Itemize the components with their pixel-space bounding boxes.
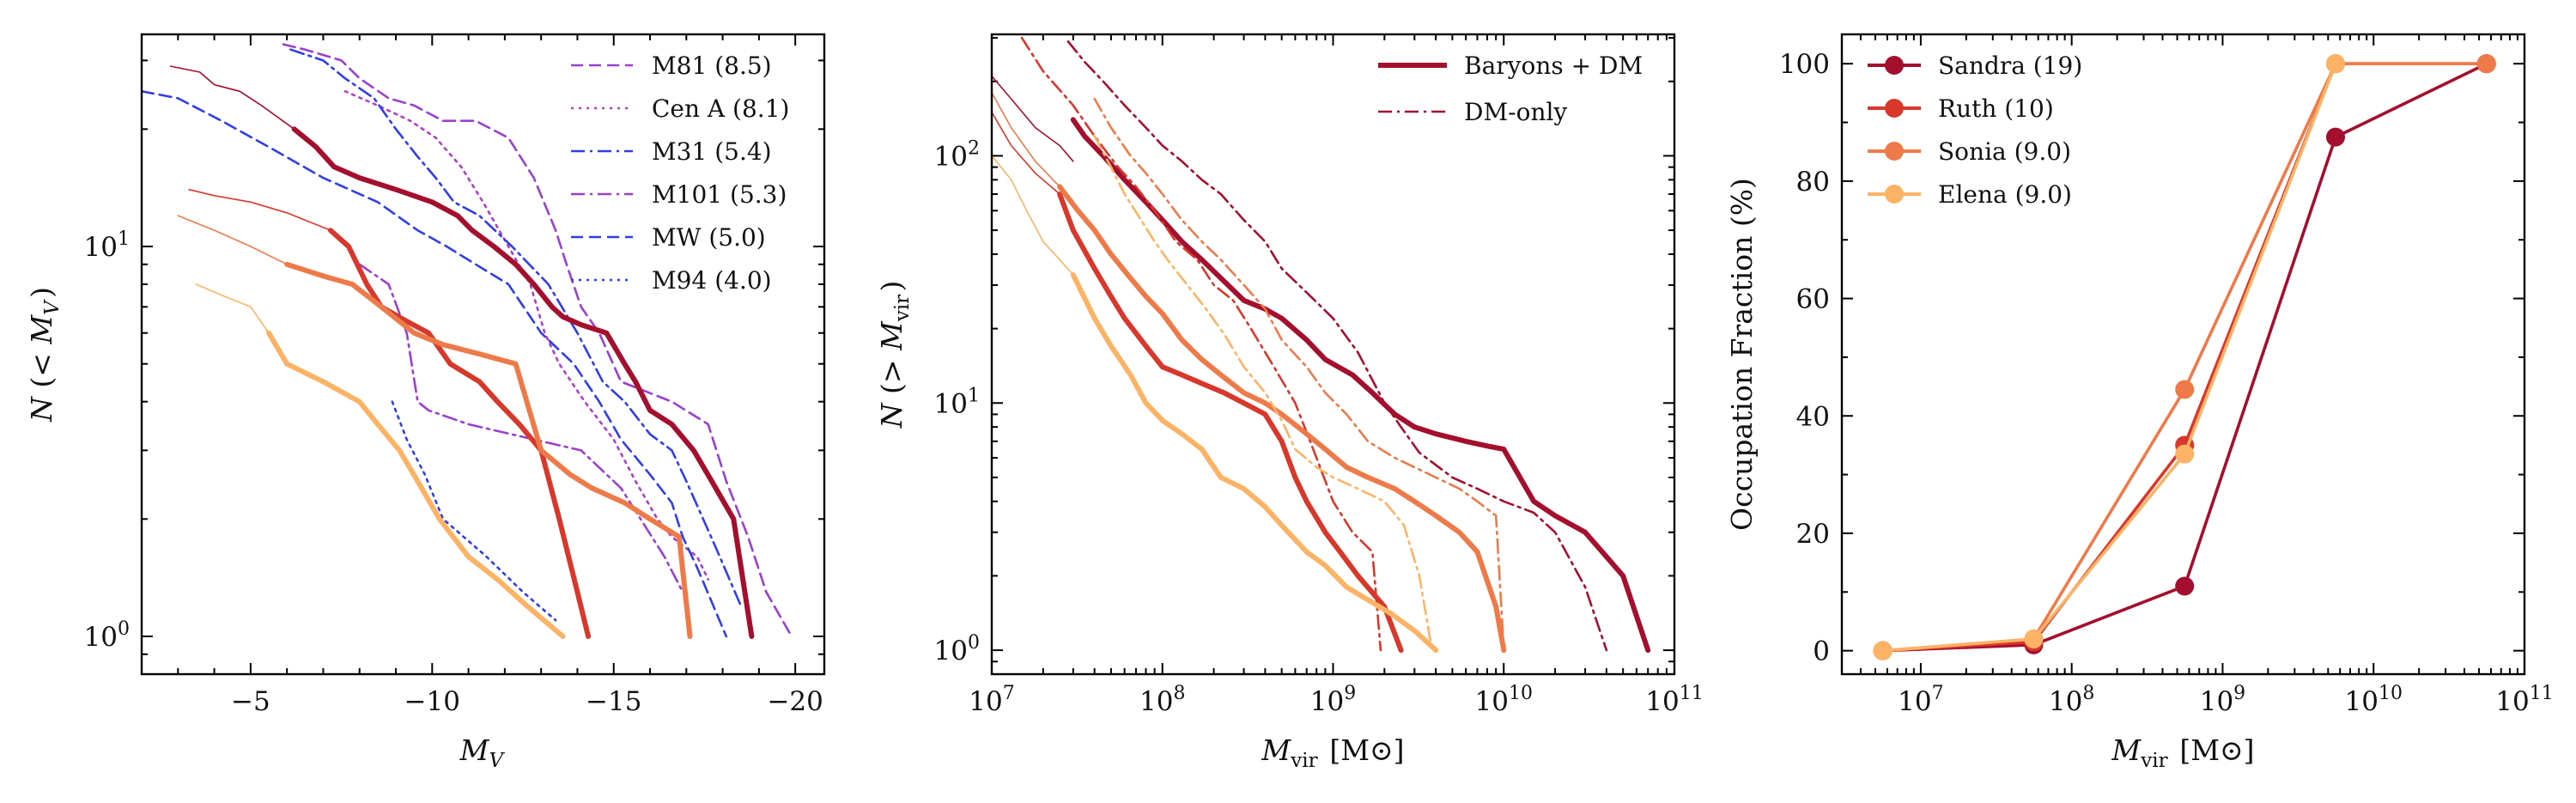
legend-label: Sandra (19) bbox=[1938, 52, 2082, 80]
y-tick-label: 101 bbox=[934, 385, 980, 419]
panel-middle: 107 108 109 1010 1011 100 101 102 Mvir [M⊙] N (> … bbox=[875, 33, 1704, 772]
x-tick-label: 107 bbox=[1898, 683, 1943, 717]
y-axis-label: N (< MV ) bbox=[25, 287, 64, 423]
x-tick-label: −5 bbox=[231, 686, 270, 717]
legend-marker bbox=[1885, 56, 1904, 75]
plot-frame bbox=[140, 33, 826, 676]
y-tick-label: 100 bbox=[934, 632, 980, 666]
series-line-9 bbox=[327, 228, 592, 639]
y-tick-label: 102 bbox=[934, 137, 980, 172]
legend-label: Baryons + DM bbox=[1464, 52, 1643, 80]
legend-label: M101 (5.3) bbox=[652, 180, 787, 209]
series-line-3 bbox=[1880, 62, 2337, 653]
series-line-1 bbox=[1070, 117, 1651, 654]
data-point bbox=[2175, 380, 2195, 399]
plot-frame bbox=[990, 33, 1676, 676]
x-tick-label: 1011 bbox=[2495, 683, 2553, 717]
x-tick-label: 1010 bbox=[1475, 683, 1533, 717]
y-tick-label: 0 bbox=[1813, 636, 1830, 667]
legend-marker bbox=[1885, 185, 1904, 204]
series-line-0 bbox=[992, 75, 1074, 162]
y-tick-label: 100 bbox=[84, 618, 130, 653]
series-line-9 bbox=[992, 155, 1074, 276]
series-line-8 bbox=[188, 188, 331, 232]
x-tick-label: 109 bbox=[2200, 683, 2245, 717]
x-axis-label: MV bbox=[459, 733, 507, 772]
y-tick-label: 100 bbox=[1779, 49, 1830, 80]
plot-frame bbox=[1840, 33, 2526, 676]
data-point bbox=[2325, 127, 2345, 147]
series-group bbox=[142, 43, 793, 639]
x-tick-label: −20 bbox=[767, 686, 823, 717]
series-line-2 bbox=[1066, 40, 1608, 652]
series-line-11 bbox=[1093, 135, 1433, 652]
series-line-8 bbox=[1093, 97, 1505, 652]
y-tick-label: 101 bbox=[84, 228, 130, 263]
legend: Sandra (19) Ruth (10) Sonia (9.0) Elena (9.… bbox=[1868, 52, 2082, 209]
y-tick-label: 80 bbox=[1796, 167, 1830, 198]
x-axis-label: Mvir [M⊙] bbox=[1261, 733, 1404, 772]
y-axis-label: N (> Mvir ) bbox=[875, 281, 914, 429]
legend-marker bbox=[1885, 99, 1904, 118]
x-tick-label: 1010 bbox=[2345, 683, 2403, 717]
data-point bbox=[2175, 444, 2195, 464]
y-tick-label: 20 bbox=[1796, 519, 1830, 550]
x-tick-label: 1011 bbox=[1645, 683, 1703, 717]
x-tick-label: −10 bbox=[404, 686, 460, 717]
y-axis-label: Occupation Fraction (%) bbox=[1725, 178, 1759, 531]
data-point bbox=[1873, 641, 1893, 660]
data-point bbox=[2024, 629, 2044, 648]
series-line-4 bbox=[1057, 192, 1404, 654]
legend-label: M81 (8.5) bbox=[652, 52, 772, 80]
series-line-2 bbox=[289, 48, 743, 607]
legend-label: M31 (5.4) bbox=[652, 137, 772, 166]
series-line-12 bbox=[195, 283, 270, 334]
series-group bbox=[1873, 54, 2496, 660]
data-point bbox=[2175, 576, 2195, 596]
series-line-0 bbox=[282, 43, 793, 638]
panel-left: −5 −10 −15 −20 100 101 MV N (< MV ) M81 (8.5) Ce… bbox=[25, 33, 826, 772]
series-line-6 bbox=[170, 65, 295, 131]
series-line-11 bbox=[284, 261, 693, 639]
series-line-3 bbox=[992, 111, 1060, 195]
legend: Baryons + DM DM-only bbox=[1378, 52, 1643, 126]
x-tick-label: 107 bbox=[969, 683, 1014, 717]
legend-marker bbox=[1885, 142, 1904, 161]
series-line-10 bbox=[177, 215, 288, 265]
series-group bbox=[992, 36, 1651, 654]
panel-right: 107 108 109 1010 1011 0 20 40 60 80 100 Mvir [M⊙] Oc… bbox=[1725, 33, 2554, 772]
x-tick-label: −15 bbox=[586, 686, 641, 717]
x-axis-label: Mvir [M⊙] bbox=[2111, 733, 2254, 772]
data-point bbox=[2476, 54, 2496, 74]
legend-label: M94 (4.0) bbox=[652, 266, 772, 295]
x-tick-label: 109 bbox=[1310, 683, 1356, 717]
series-line-1 bbox=[343, 90, 710, 581]
legend: M81 (8.5) Cen A (8.1) M31 (5.4) M101 (5.3) M… bbox=[571, 52, 789, 295]
legend-label: Sonia (9.0) bbox=[1938, 137, 2071, 166]
series-line-5 bbox=[1020, 36, 1382, 652]
legend-label: MW (5.0) bbox=[652, 223, 766, 252]
data-point bbox=[2325, 54, 2345, 74]
legend-label: Cen A (8.1) bbox=[652, 94, 789, 123]
series-line-5 bbox=[391, 400, 557, 622]
legend-label: DM-only bbox=[1464, 98, 1567, 126]
series-line-4 bbox=[142, 90, 728, 638]
legend-label: Ruth (10) bbox=[1938, 94, 2054, 123]
series-line-10 bbox=[1070, 272, 1439, 654]
series-line-6 bbox=[992, 92, 1060, 188]
x-tick-label: 108 bbox=[1139, 683, 1185, 717]
x-tick-label: 108 bbox=[2049, 683, 2094, 717]
y-tick-label: 60 bbox=[1796, 284, 1830, 315]
y-tick-label: 40 bbox=[1796, 401, 1830, 432]
series-line-7 bbox=[291, 126, 755, 639]
legend-label: Elena (9.0) bbox=[1938, 180, 2072, 209]
series-line-13 bbox=[266, 330, 566, 639]
